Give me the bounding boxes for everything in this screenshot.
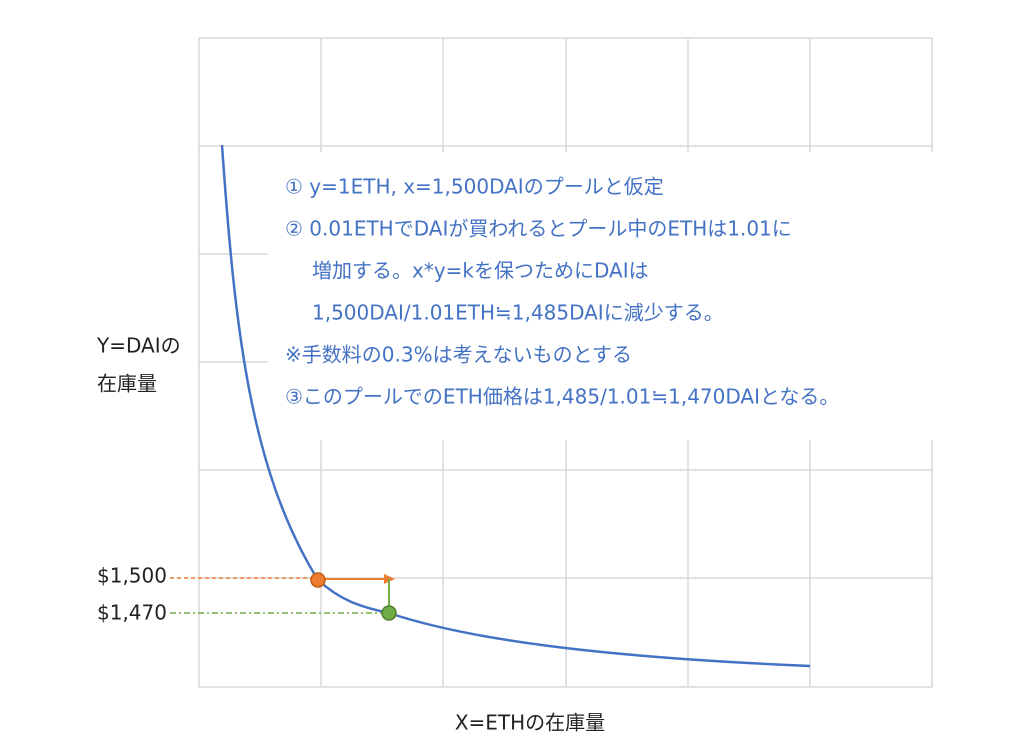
note-box <box>268 152 936 440</box>
note-line: 1,500DAI/1.01ETH≒1,485DAIに減少する。 <box>312 301 724 325</box>
x-axis-label: X=ETHの在庫量 <box>455 711 605 735</box>
curve <box>220 144 811 668</box>
note-line: 増加する。x*y=kを保つためにDAIは <box>312 259 649 283</box>
note-line: ① y=1ETH, x=1,500DAIのプールと仮定 <box>285 175 664 199</box>
note-line: ③このプールでのETH価格は1,485/1.01≒1,470DAIとなる。 <box>285 385 839 409</box>
note-line: ② 0.01ETHでDAIが買われるとプール中のETHは1.01に <box>285 217 792 241</box>
y-axis-label: 在庫量 <box>97 372 157 396</box>
price-label: $1,500 <box>97 564 167 588</box>
y-axis-label: Y=DAIの <box>96 334 181 358</box>
note-line: ※手数料の0.3%は考えないものとする <box>285 343 632 367</box>
point <box>310 572 326 588</box>
price-label: $1,470 <box>97 601 167 625</box>
point <box>381 605 397 621</box>
